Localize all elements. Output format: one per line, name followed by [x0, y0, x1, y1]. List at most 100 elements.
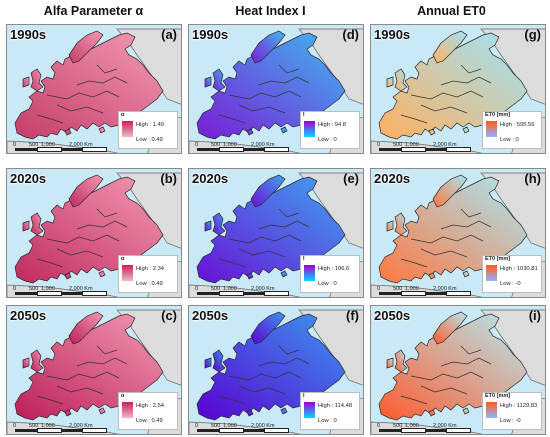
scandinavia	[250, 174, 286, 208]
scale-bar: 0 500 1,000 2,000 Km	[375, 282, 495, 296]
legend-high: High : 94.8	[318, 122, 347, 128]
islands	[246, 270, 288, 280]
legend-title: I	[303, 256, 305, 262]
legend-title: ET0 [mm]	[485, 112, 511, 118]
legend-low: Low : 0.49	[136, 418, 163, 424]
country-borders	[400, 345, 492, 405]
great-britain	[30, 68, 44, 92]
ireland	[386, 76, 394, 88]
scale-tick: 0	[13, 286, 17, 292]
islands	[428, 407, 470, 417]
scale-tick: 500	[211, 142, 221, 148]
scale-tick: 0	[13, 142, 17, 148]
great-britain	[212, 212, 226, 236]
legend-title: ET0 [mm]	[485, 256, 511, 262]
scale-tick: 500	[211, 423, 221, 429]
scale-bar: 0 500 1,000 2,000 Km	[193, 282, 313, 296]
ireland	[386, 220, 394, 232]
scale-tick: 2,000 Km	[251, 423, 275, 429]
legend-low: Low : 0.49	[136, 137, 163, 143]
scale-tick: 2,000 Km	[251, 286, 275, 292]
map-panel-d: 1990s (d) 0 500 1,000 2,000 Km I High : 94.8 Low…	[188, 24, 364, 154]
scale-bar-graphic	[379, 282, 474, 296]
scale-tick: 1,000	[223, 142, 237, 148]
scale-tick: 0	[377, 142, 381, 148]
scale-tick: 1,000	[41, 142, 55, 148]
panel-letter: (b)	[160, 171, 177, 186]
scale-tick: 500	[29, 142, 39, 148]
scale-tick: 0	[195, 286, 199, 292]
panel-letter: (a)	[161, 27, 177, 42]
scale-tick: 2,000 Km	[433, 142, 457, 148]
scale-bar: 0 500 1,000 2,000 Km	[11, 138, 131, 152]
ireland	[204, 357, 212, 369]
country-borders	[218, 345, 310, 405]
map-legend: α High : 2.34 Low : 0.49	[118, 255, 178, 293]
great-britain	[394, 212, 408, 236]
legend-title: α	[121, 393, 125, 399]
scale-bar: 0 500 1,000 2,000 Km	[193, 419, 313, 433]
country-borders	[400, 208, 492, 268]
decade-label: 2020s	[10, 171, 47, 186]
panel-letter: (h)	[524, 171, 541, 186]
legend-title: I	[303, 393, 305, 399]
scale-bar-graphic	[15, 419, 110, 433]
country-borders	[218, 64, 310, 124]
scale-tick: 500	[393, 142, 403, 148]
scale-tick: 2,000 Km	[433, 423, 457, 429]
islands	[64, 407, 106, 417]
islands	[428, 126, 470, 136]
legend-color-ramp	[304, 265, 315, 281]
legend-high: High : 1030.81	[500, 266, 538, 272]
great-britain	[30, 349, 44, 373]
islands	[64, 270, 106, 280]
map-legend: α High : 1.49 Low : 0.49	[118, 111, 178, 149]
ireland	[204, 76, 212, 88]
legend-low: Low : 0	[500, 137, 519, 143]
legend-high: High : 595.56	[500, 122, 535, 128]
country-borders	[36, 208, 128, 268]
great-britain	[30, 212, 44, 236]
decade-label: 2050s	[374, 308, 411, 323]
map-panel-f: 2050s (f) 0 500 1,000 2,000 Km I High : 114.48 L…	[188, 305, 364, 435]
map-panel-c: 2050s (c) 0 500 1,000 2,000 Km α High : 2.54 Low…	[6, 305, 182, 435]
map-legend: I High : 94.8 Low : 0	[300, 111, 360, 149]
decade-label: 1990s	[374, 27, 411, 42]
decade-label: 2020s	[192, 171, 229, 186]
scale-tick: 1,000	[41, 423, 55, 429]
decade-label: 1990s	[10, 27, 47, 42]
map-panel-b: 2020s (b) 0 500 1,000 2,000 Km α High : 2.34 Low…	[6, 168, 182, 298]
country-borders	[218, 208, 310, 268]
great-britain	[394, 349, 408, 373]
scale-tick: 2,000 Km	[433, 286, 457, 292]
ireland	[22, 357, 30, 369]
scandinavia	[68, 174, 104, 208]
scale-tick: 1,000	[223, 423, 237, 429]
great-britain	[212, 68, 226, 92]
scale-bar-graphic	[15, 138, 110, 152]
scale-tick: 2,000 Km	[69, 423, 93, 429]
map-legend: ET0 [mm] High : 1129.83 Low : -0	[482, 392, 542, 430]
scale-bar-graphic	[379, 419, 474, 433]
map-legend: ET0 [mm] High : 1030.81 Low : -0	[482, 255, 542, 293]
islands	[246, 126, 288, 136]
scandinavia	[250, 311, 286, 345]
scale-bar-graphic	[197, 282, 292, 296]
map-panel-g: 1990s (g) 0 500 1,000 2,000 Km ET0 [mm] High : …	[370, 24, 546, 154]
scandinavia	[250, 30, 286, 64]
legend-color-ramp	[486, 265, 497, 281]
scale-tick: 1,000	[405, 142, 419, 148]
legend-high: High : 106.6	[318, 266, 350, 272]
column-title-et0: Annual ET0	[417, 4, 486, 18]
scandinavia	[432, 174, 468, 208]
map-panel-e: 2020s (e) 0 500 1,000 2,000 Km I High : 106.6 Lo…	[188, 168, 364, 298]
scale-tick: 0	[13, 423, 17, 429]
scandinavia	[68, 311, 104, 345]
scale-tick: 2,000 Km	[251, 142, 275, 148]
map-legend: ET0 [mm] High : 595.56 Low : 0	[482, 111, 542, 149]
legend-low: Low : -0	[500, 281, 521, 287]
islands	[428, 270, 470, 280]
legend-high: High : 2.34	[136, 266, 165, 272]
scandinavia	[432, 30, 468, 64]
legend-high: High : 1129.83	[500, 403, 538, 409]
